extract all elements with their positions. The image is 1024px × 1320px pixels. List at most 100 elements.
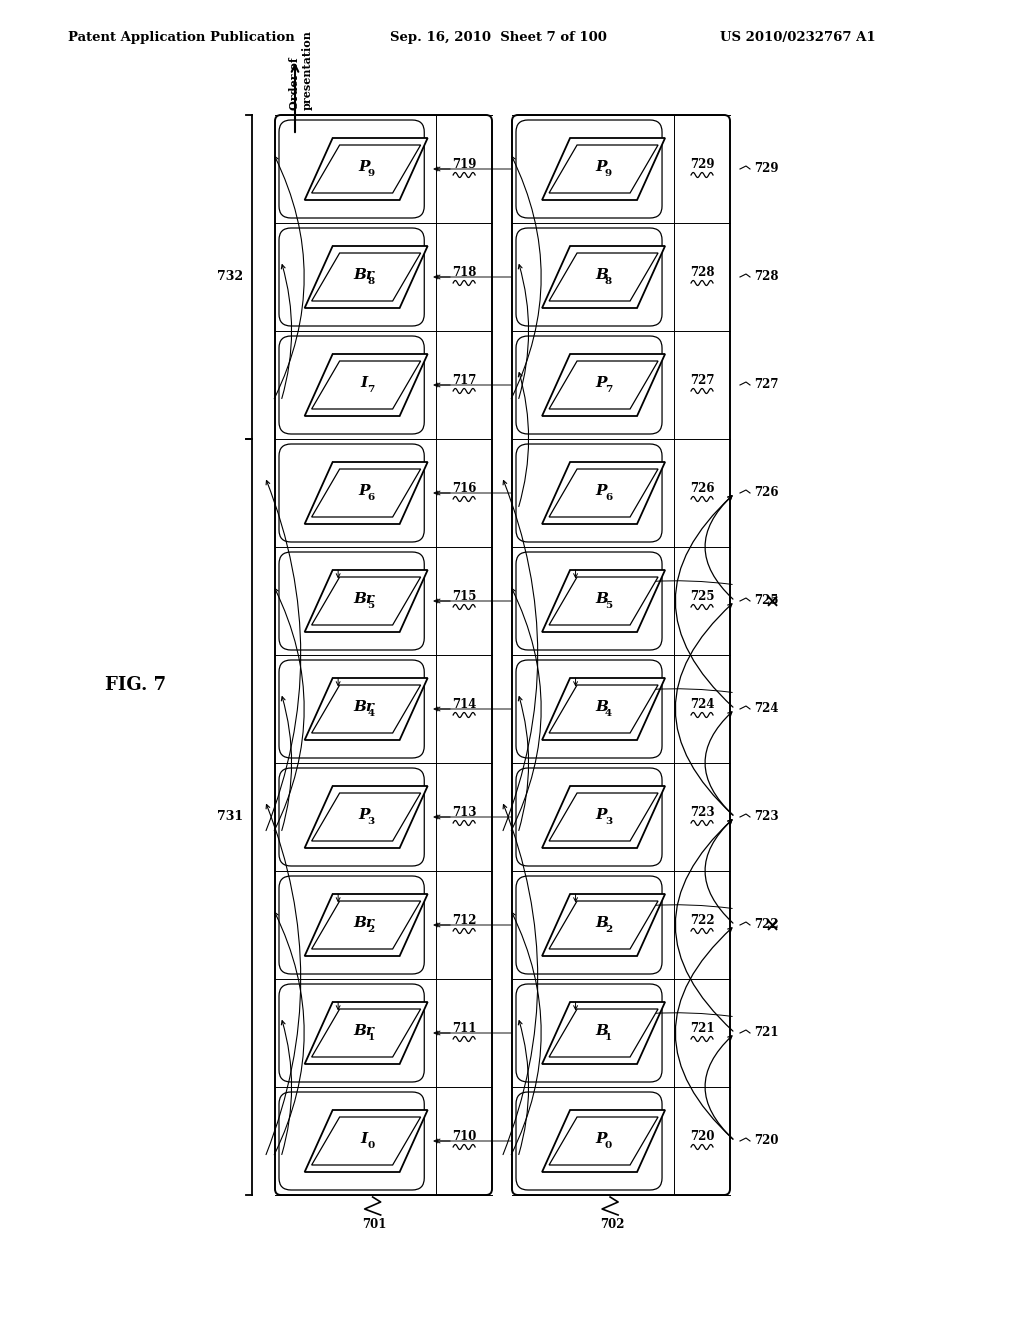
Text: 701: 701 (362, 1218, 387, 1232)
Text: 728: 728 (690, 267, 715, 280)
Text: P: P (358, 160, 370, 174)
Polygon shape (542, 785, 665, 847)
Polygon shape (311, 902, 421, 949)
Polygon shape (542, 1110, 665, 1172)
Text: 7: 7 (605, 385, 612, 395)
Polygon shape (542, 246, 665, 308)
Text: I: I (360, 376, 368, 389)
Text: 2: 2 (605, 925, 612, 935)
Polygon shape (549, 793, 658, 841)
Polygon shape (311, 469, 421, 517)
Polygon shape (311, 1117, 421, 1166)
Text: 9: 9 (605, 169, 612, 178)
Text: 720: 720 (754, 1134, 778, 1147)
Text: 715: 715 (452, 590, 476, 603)
Text: 4: 4 (368, 710, 375, 718)
Text: 716: 716 (452, 483, 476, 495)
Text: FIG. 7: FIG. 7 (105, 676, 166, 694)
Polygon shape (305, 785, 428, 847)
Text: Patent Application Publication: Patent Application Publication (68, 30, 295, 44)
Text: 710: 710 (452, 1130, 476, 1143)
Polygon shape (305, 354, 428, 416)
Text: 0: 0 (368, 1142, 375, 1151)
Polygon shape (311, 1008, 421, 1057)
Text: 0: 0 (605, 1142, 612, 1151)
Text: Br: Br (353, 1024, 375, 1038)
Polygon shape (311, 685, 421, 733)
Polygon shape (549, 902, 658, 949)
Polygon shape (549, 253, 658, 301)
Polygon shape (305, 894, 428, 956)
Text: 721: 721 (754, 1027, 778, 1040)
Text: 719: 719 (452, 158, 476, 172)
Polygon shape (305, 139, 428, 201)
Polygon shape (311, 360, 421, 409)
Text: 728: 728 (754, 271, 778, 284)
Text: 8: 8 (605, 277, 612, 286)
Text: 6: 6 (368, 494, 375, 503)
Text: 727: 727 (690, 375, 715, 388)
Text: 727: 727 (754, 379, 778, 392)
Polygon shape (311, 793, 421, 841)
Polygon shape (305, 246, 428, 308)
Text: 725: 725 (754, 594, 778, 607)
Polygon shape (542, 894, 665, 956)
Polygon shape (542, 354, 665, 416)
Polygon shape (542, 462, 665, 524)
Text: ×: × (765, 591, 779, 610)
Polygon shape (549, 685, 658, 733)
Text: 4: 4 (605, 710, 612, 718)
Text: P: P (358, 484, 370, 498)
Text: 720: 720 (690, 1130, 715, 1143)
Text: 1: 1 (605, 1034, 612, 1043)
Text: P: P (596, 160, 607, 174)
Text: 723: 723 (690, 807, 715, 820)
Polygon shape (311, 577, 421, 624)
Text: US 2010/0232767 A1: US 2010/0232767 A1 (720, 30, 876, 44)
Text: 726: 726 (754, 487, 778, 499)
Text: 3: 3 (605, 817, 612, 826)
Polygon shape (305, 1002, 428, 1064)
Polygon shape (542, 570, 665, 632)
Text: 713: 713 (452, 807, 476, 820)
Text: 717: 717 (452, 375, 476, 388)
Text: B: B (595, 916, 608, 931)
Text: 729: 729 (690, 158, 715, 172)
Text: 702: 702 (600, 1218, 625, 1232)
Text: 725: 725 (690, 590, 715, 603)
Polygon shape (542, 678, 665, 741)
Text: ×: × (765, 916, 779, 935)
Polygon shape (311, 253, 421, 301)
Polygon shape (542, 1002, 665, 1064)
Text: P: P (596, 808, 607, 822)
Polygon shape (305, 678, 428, 741)
Polygon shape (549, 360, 658, 409)
Text: B: B (595, 700, 608, 714)
Text: 5: 5 (368, 602, 375, 610)
Text: Order of
presentation: Order of presentation (289, 30, 313, 110)
Polygon shape (549, 1117, 658, 1166)
Text: P: P (596, 484, 607, 498)
Text: 2: 2 (368, 925, 375, 935)
Text: B: B (595, 591, 608, 606)
Polygon shape (549, 1008, 658, 1057)
Text: Br: Br (353, 700, 375, 714)
Text: B: B (595, 268, 608, 282)
Text: P: P (596, 376, 607, 389)
Text: 731: 731 (217, 810, 243, 824)
Text: Sep. 16, 2010  Sheet 7 of 100: Sep. 16, 2010 Sheet 7 of 100 (390, 30, 607, 44)
Polygon shape (305, 570, 428, 632)
Text: 711: 711 (452, 1023, 476, 1035)
Text: 9: 9 (368, 169, 375, 178)
Text: 726: 726 (690, 483, 715, 495)
Text: Br: Br (353, 268, 375, 282)
Polygon shape (549, 145, 658, 193)
Polygon shape (311, 145, 421, 193)
Text: 714: 714 (452, 698, 476, 711)
Polygon shape (549, 577, 658, 624)
Text: 721: 721 (690, 1023, 715, 1035)
Text: Br: Br (353, 916, 375, 931)
Text: P: P (596, 1133, 607, 1146)
Polygon shape (542, 139, 665, 201)
Text: 724: 724 (690, 698, 715, 711)
